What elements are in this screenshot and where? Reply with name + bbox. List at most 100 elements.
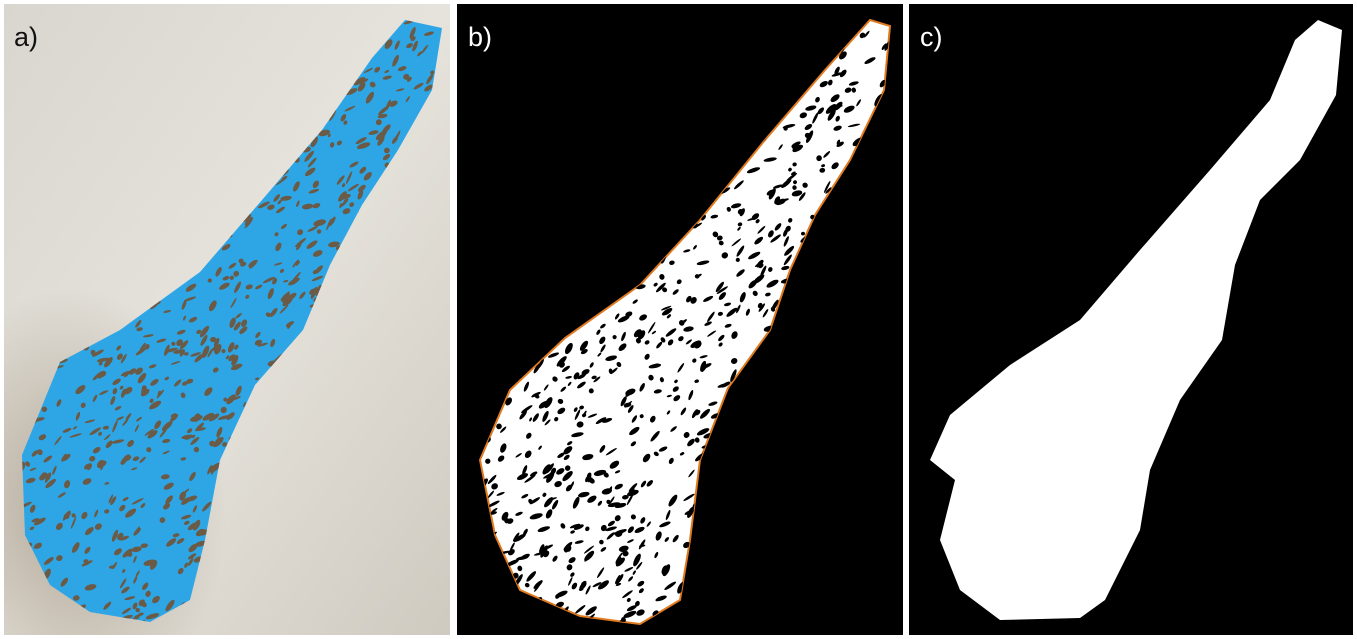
hole <box>374 66 381 73</box>
hole <box>595 417 607 425</box>
hole <box>650 430 660 442</box>
hole <box>39 472 48 481</box>
hole <box>75 385 86 395</box>
hole <box>522 465 528 476</box>
hole <box>489 511 498 515</box>
hole <box>326 218 332 231</box>
hole <box>139 456 146 464</box>
hole <box>341 183 346 188</box>
hole <box>497 455 505 462</box>
hole <box>108 494 114 504</box>
hole <box>666 394 672 398</box>
hole <box>122 496 129 502</box>
hole <box>312 250 323 257</box>
hole <box>205 388 210 395</box>
hole <box>157 390 161 396</box>
hole <box>823 180 831 193</box>
hole <box>145 590 151 598</box>
hole <box>296 241 302 251</box>
hole <box>690 340 701 348</box>
hole <box>575 605 586 614</box>
hole <box>788 217 793 223</box>
hole <box>220 406 227 414</box>
hole <box>723 302 732 307</box>
hole <box>695 409 701 416</box>
hole <box>82 478 92 485</box>
hole <box>84 527 94 536</box>
hole <box>720 187 731 194</box>
hole <box>377 113 388 119</box>
hole <box>328 241 340 248</box>
hole <box>597 567 605 579</box>
hole <box>592 582 602 588</box>
hole <box>37 449 43 456</box>
hole <box>199 529 208 536</box>
hole <box>406 43 413 49</box>
hole <box>718 240 724 246</box>
hole <box>570 481 575 488</box>
hole <box>638 539 646 550</box>
hole <box>369 81 376 88</box>
hole <box>699 408 711 419</box>
hole <box>188 543 198 553</box>
hole <box>135 607 140 613</box>
hole <box>103 601 112 610</box>
hole <box>365 91 375 104</box>
hole <box>215 267 222 277</box>
hole <box>131 546 142 553</box>
hole <box>613 529 627 535</box>
hole <box>355 137 367 145</box>
hole <box>397 66 407 72</box>
hole <box>183 315 186 321</box>
hole <box>563 454 570 461</box>
hole <box>565 376 572 379</box>
hole <box>385 99 391 111</box>
hole <box>577 381 586 389</box>
hole <box>635 337 641 344</box>
hole <box>273 194 280 202</box>
hole <box>557 398 564 404</box>
hole <box>135 570 140 578</box>
hole <box>626 493 634 506</box>
hole <box>165 495 173 505</box>
hole <box>164 347 178 353</box>
hole <box>222 275 230 281</box>
hole <box>111 439 125 444</box>
hole <box>426 73 434 85</box>
hole <box>666 314 671 319</box>
hole <box>736 304 741 314</box>
hole <box>577 373 587 380</box>
hole <box>544 397 553 409</box>
hole <box>597 500 603 506</box>
hole <box>690 297 697 304</box>
hole <box>92 349 104 357</box>
hole <box>52 465 57 475</box>
hole <box>650 415 656 423</box>
hole <box>677 362 685 373</box>
hole <box>160 474 170 480</box>
hole <box>710 413 720 419</box>
hole <box>823 151 831 158</box>
hole <box>644 353 650 360</box>
hole <box>328 216 336 227</box>
hole <box>526 571 537 582</box>
hole <box>56 555 63 562</box>
hole <box>131 467 138 471</box>
hole <box>731 238 742 247</box>
hole <box>124 596 136 601</box>
hole <box>97 371 103 377</box>
filled-mask <box>930 20 1342 620</box>
hole <box>406 76 412 82</box>
hole <box>304 150 315 162</box>
hole <box>718 334 725 342</box>
hole <box>33 543 39 549</box>
hole <box>552 555 558 562</box>
hole <box>718 292 726 300</box>
hole <box>821 164 826 168</box>
hole <box>699 355 708 359</box>
hole <box>630 441 637 447</box>
hole <box>112 561 117 570</box>
hole <box>546 471 555 483</box>
hole <box>639 414 644 419</box>
hole <box>707 330 717 337</box>
